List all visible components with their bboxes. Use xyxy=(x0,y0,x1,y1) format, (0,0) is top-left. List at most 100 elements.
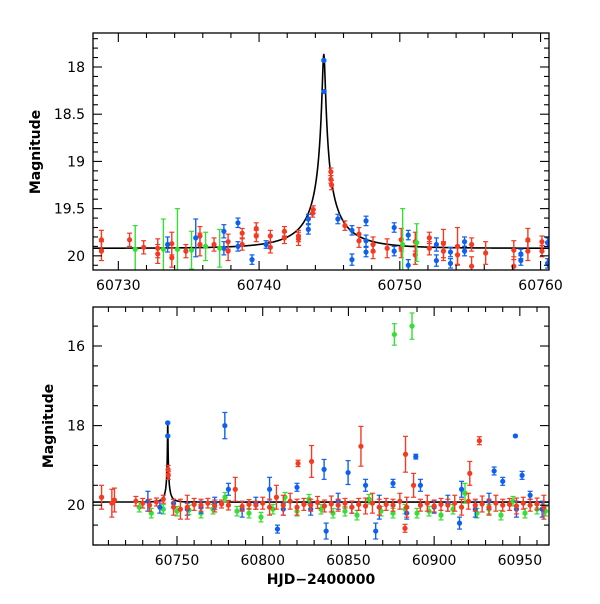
data-point xyxy=(246,501,252,508)
data-point xyxy=(155,251,161,257)
data-point xyxy=(169,255,175,261)
data-point xyxy=(249,257,255,263)
y-tick-label: 19 xyxy=(67,154,85,170)
plot-area xyxy=(93,312,549,540)
data-point xyxy=(447,249,454,255)
data-point xyxy=(390,480,396,486)
data-point xyxy=(328,182,335,188)
bottom-panel-full-light-curve: 60750 60800 60850 60900 60950 16 18 20 xyxy=(67,306,550,569)
data-point xyxy=(520,500,526,506)
data-point xyxy=(498,512,504,518)
data-point xyxy=(164,241,171,248)
data-point xyxy=(260,500,266,506)
data-point xyxy=(146,502,153,508)
data-point xyxy=(493,500,499,506)
data-point xyxy=(160,246,166,252)
data-point xyxy=(328,501,334,507)
data-point xyxy=(410,482,417,488)
data-point xyxy=(345,469,351,476)
data-point xyxy=(534,501,540,507)
data-point xyxy=(404,504,410,510)
data-point xyxy=(305,216,311,222)
data-point xyxy=(217,245,223,251)
data-point xyxy=(445,502,451,508)
data-point xyxy=(212,503,218,509)
data-point xyxy=(232,486,238,492)
data-point xyxy=(258,514,264,520)
data-point xyxy=(174,246,181,252)
data-point xyxy=(391,248,397,254)
data-point xyxy=(391,224,397,231)
data-point xyxy=(221,228,227,234)
data-point xyxy=(342,508,348,514)
data-point xyxy=(335,502,341,508)
data-point xyxy=(363,249,369,255)
y-tick-label: 20 xyxy=(67,498,85,514)
data-point xyxy=(438,501,444,508)
data-point xyxy=(479,501,485,507)
data-point xyxy=(301,501,307,508)
top-y-axis-label: Magnitude xyxy=(28,110,44,194)
data-point xyxy=(458,486,465,492)
data-point xyxy=(222,423,228,429)
x-tick-label: 60740 xyxy=(237,278,282,294)
data-point xyxy=(235,243,241,249)
data-point xyxy=(402,525,408,531)
data-point xyxy=(98,248,105,254)
data-point xyxy=(483,250,489,256)
data-point xyxy=(366,496,372,502)
data-point xyxy=(458,504,465,510)
data-point xyxy=(321,503,328,509)
data-point xyxy=(369,500,376,506)
bottom-y-axis-label: Magnitude xyxy=(41,384,57,468)
data-point xyxy=(512,433,519,439)
data-point xyxy=(266,486,273,492)
data-point xyxy=(390,510,396,516)
data-point xyxy=(126,237,133,243)
data-point xyxy=(234,508,240,514)
data-point xyxy=(335,216,341,222)
data-point xyxy=(500,502,506,508)
data-point xyxy=(518,257,524,264)
series-red xyxy=(98,425,547,533)
data-point xyxy=(321,88,327,95)
data-point xyxy=(452,500,458,506)
data-point xyxy=(328,169,334,175)
data-point xyxy=(462,490,468,496)
data-point xyxy=(358,443,364,449)
data-point xyxy=(263,241,269,248)
data-point xyxy=(373,528,379,534)
data-point xyxy=(184,504,190,510)
data-point xyxy=(468,241,475,248)
data-point xyxy=(193,235,199,241)
data-point xyxy=(274,526,281,532)
series-green xyxy=(136,312,549,523)
data-point xyxy=(456,520,463,526)
data-point xyxy=(239,503,245,509)
data-point xyxy=(197,241,203,248)
data-point xyxy=(225,502,232,508)
series-red xyxy=(98,167,545,270)
data-point xyxy=(188,247,195,253)
series-blue xyxy=(164,57,549,270)
data-point xyxy=(349,504,355,510)
data-point xyxy=(506,501,513,508)
data-point xyxy=(165,472,171,478)
data-point xyxy=(424,500,430,506)
data-point xyxy=(397,498,403,504)
data-point xyxy=(253,233,259,239)
data-point xyxy=(370,248,376,254)
data-point xyxy=(362,503,369,509)
x-tick-label: 60800 xyxy=(240,553,285,569)
x-tick-label: 60750 xyxy=(155,553,200,569)
data-point xyxy=(183,248,189,254)
data-point xyxy=(354,512,360,518)
data-point xyxy=(267,244,273,250)
data-point xyxy=(510,498,516,504)
data-point xyxy=(433,257,440,264)
x-tick-label: 60730 xyxy=(96,278,141,294)
data-point xyxy=(267,233,273,239)
data-point xyxy=(202,243,209,249)
data-point xyxy=(539,239,545,245)
